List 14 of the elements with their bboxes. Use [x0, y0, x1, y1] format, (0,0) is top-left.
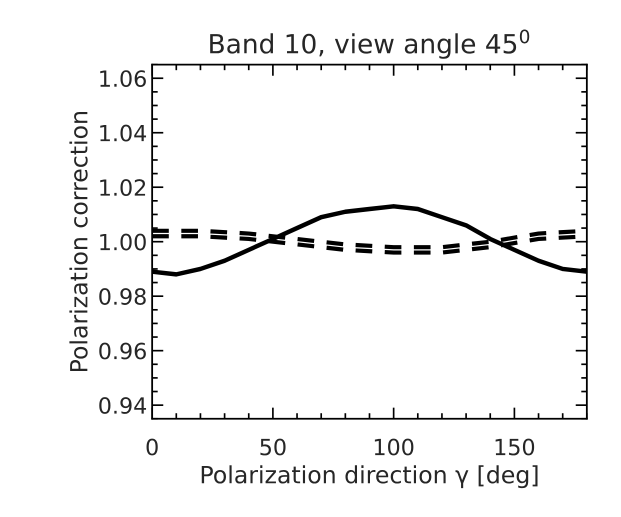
x-tick-label: 150 — [496, 438, 534, 456]
x-tick-label: 50 — [260, 438, 286, 456]
y-tick-label: 0.98 — [99, 288, 146, 305]
y-tick-label: 1.02 — [100, 179, 146, 196]
y-axis-title: Polarization correction — [69, 112, 88, 372]
x-tick-label: 100 — [374, 438, 414, 456]
x-axis-title: Polarization direction γ [deg] — [202, 465, 538, 488]
y-tick-label: 0.94 — [99, 397, 146, 414]
y-tick-label: 1.04 — [100, 124, 146, 142]
y-tick-label: 1.00 — [100, 234, 146, 250]
y-tick-label: 1.06 — [100, 70, 146, 88]
x-tick-label: 0 — [146, 438, 158, 456]
y-tick-label: 0.96 — [99, 342, 146, 360]
chart-title: Band 10, view angle 45$^{0}$ — [210, 30, 530, 59]
